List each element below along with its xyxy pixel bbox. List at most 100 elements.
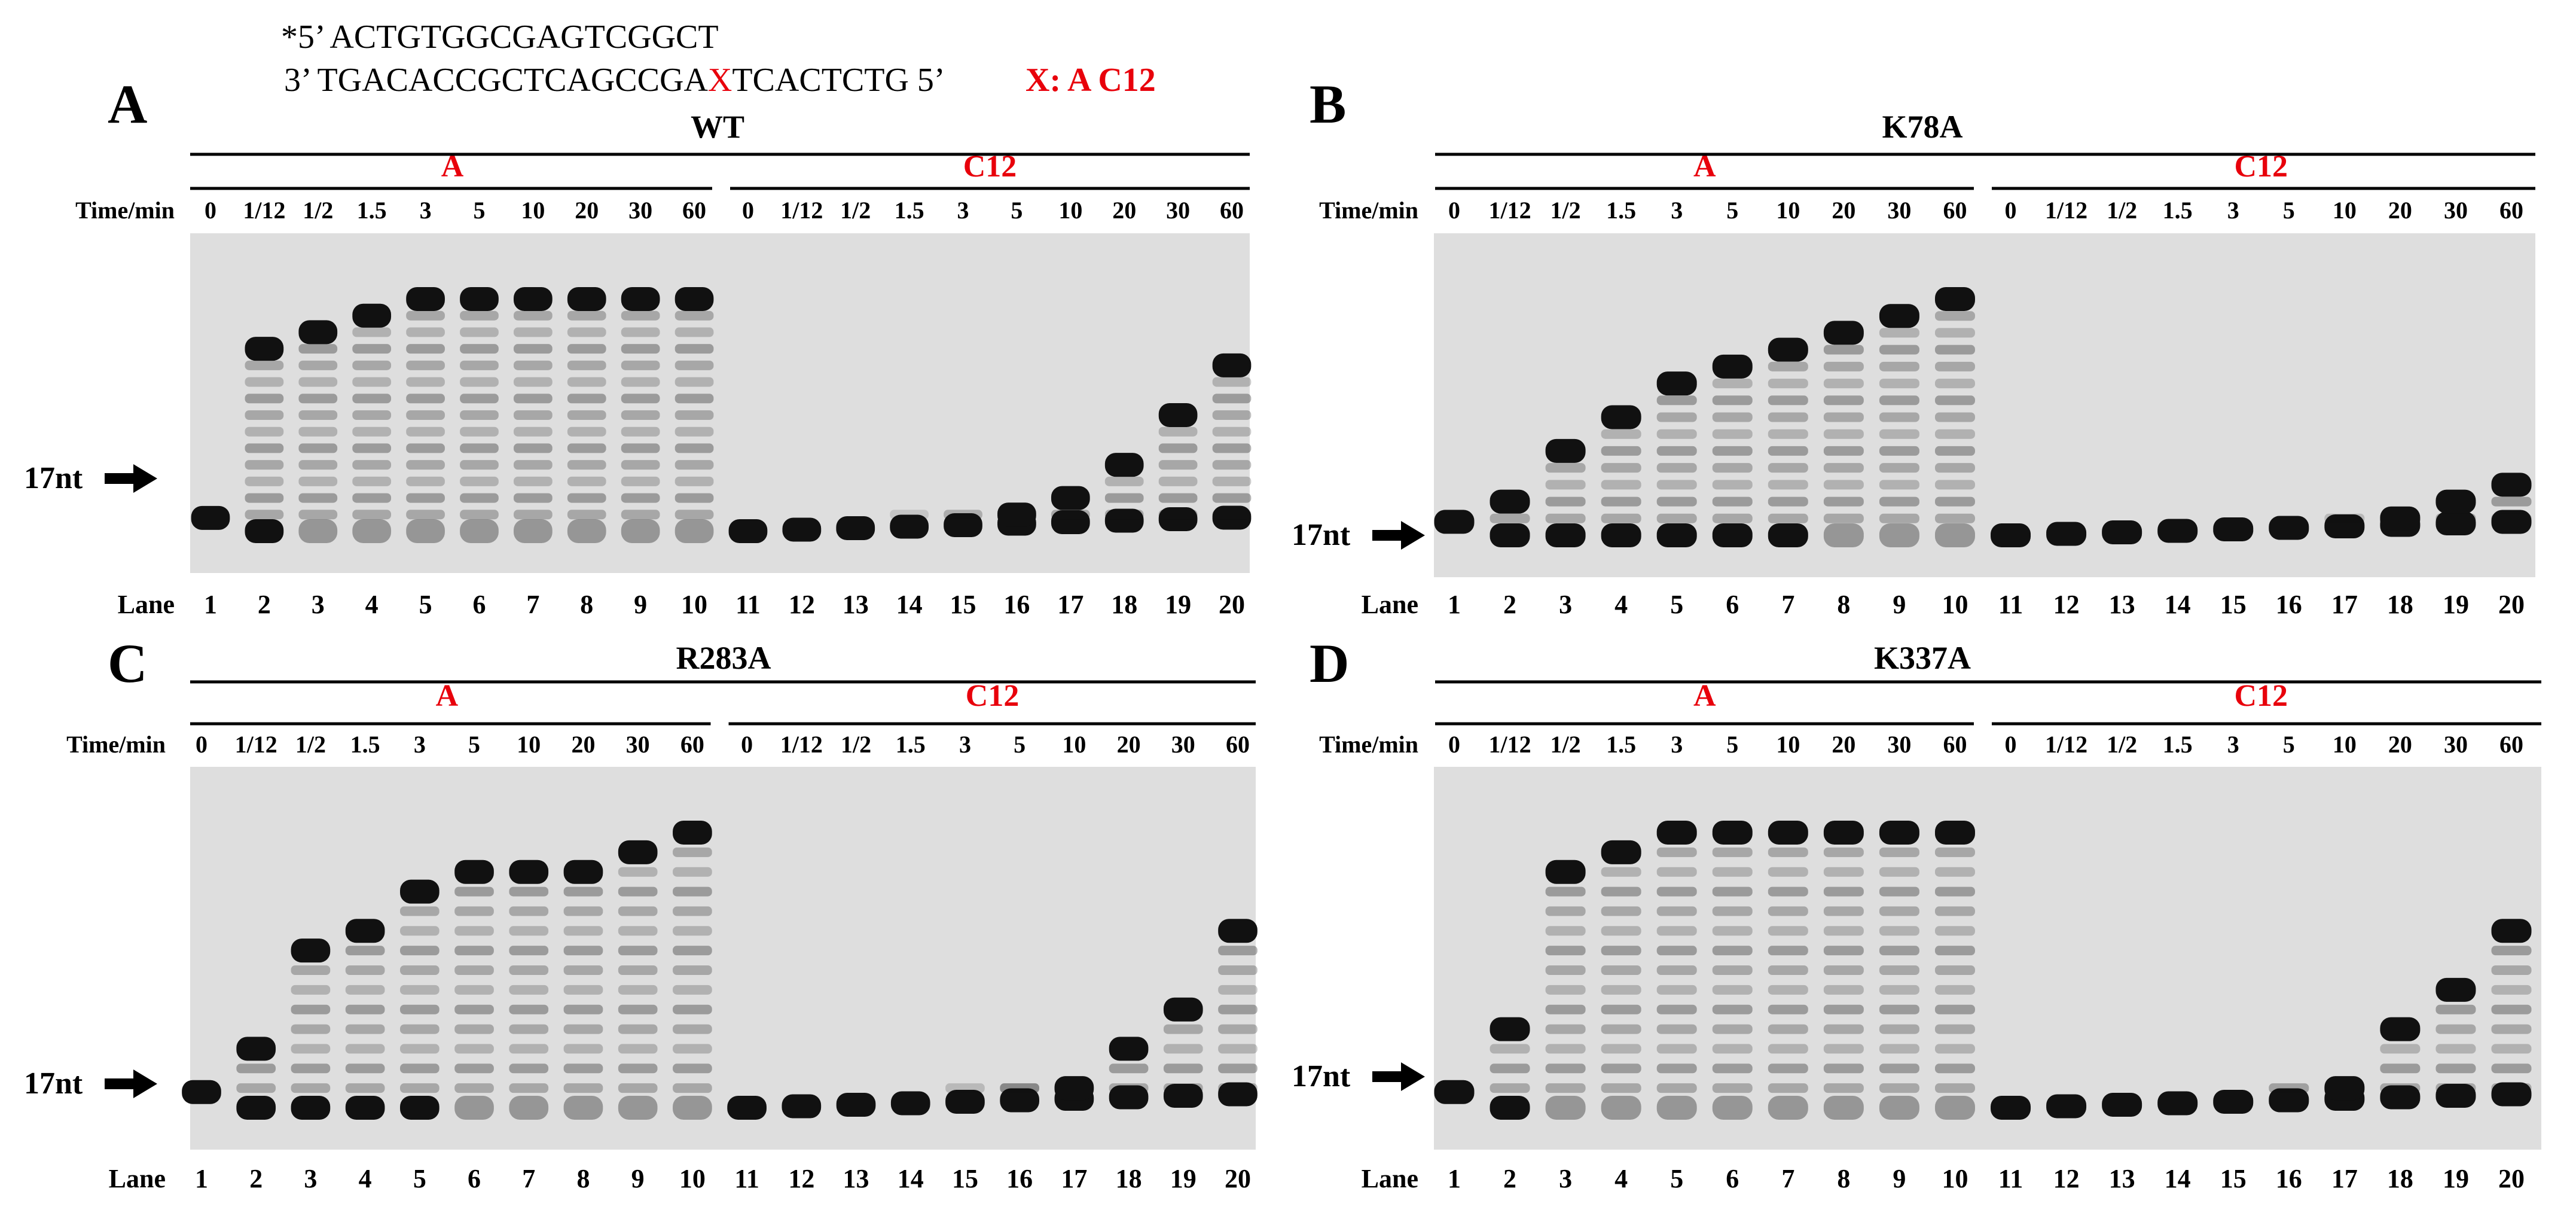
lane-number: 3 — [312, 590, 325, 619]
gel-band — [1656, 886, 1697, 897]
gel-band — [1545, 860, 1586, 884]
gel-band — [1823, 946, 1864, 956]
gel-band — [2435, 489, 2476, 514]
gel-band — [673, 946, 712, 956]
gel-band — [1109, 1085, 1149, 1110]
gel-band — [621, 493, 660, 503]
gel-band — [345, 985, 385, 995]
gel-band — [1545, 480, 1586, 490]
gel-band — [345, 1083, 385, 1093]
gel-band — [563, 985, 603, 995]
lane-number: 2 — [249, 1164, 263, 1193]
gel-band — [567, 510, 606, 520]
gel-band — [1879, 946, 1919, 956]
time-point-label: 10 — [1062, 731, 1086, 758]
gel-band — [621, 476, 660, 486]
gel-band — [1768, 523, 1808, 547]
time-point-label: 30 — [1887, 731, 1911, 758]
gel-band — [1712, 395, 1753, 406]
gel-band — [1934, 412, 1975, 422]
gel-band — [673, 985, 712, 995]
gel-band — [345, 919, 385, 943]
panel-title: R283A — [676, 640, 771, 676]
gel-band — [1823, 1083, 1864, 1093]
gel-band — [406, 493, 445, 503]
gel-band — [460, 410, 499, 420]
gel-band — [563, 1064, 603, 1074]
lane-number: 19 — [1170, 1164, 1197, 1193]
gel-band — [1879, 985, 1919, 995]
gel-band — [2491, 1064, 2532, 1074]
gel-band — [406, 327, 445, 337]
time-point-label: 5 — [1726, 197, 1738, 224]
gel-band — [460, 344, 499, 354]
gel-band — [618, 886, 658, 897]
gel-band — [400, 965, 439, 975]
gel-band — [1712, 429, 1753, 439]
gel-band — [674, 360, 714, 370]
lane-number: 4 — [359, 1164, 372, 1193]
gel-band — [1823, 321, 1864, 345]
gel-band — [2491, 1082, 2532, 1107]
gel-band — [191, 505, 230, 530]
gel-band — [1712, 1096, 1753, 1120]
time-point-label: 30 — [1887, 197, 1911, 224]
lane-number: 20 — [1219, 590, 1245, 619]
gel-band — [1934, 395, 1975, 406]
gel-band — [1601, 1064, 1641, 1074]
gel-band — [618, 985, 658, 995]
gel-band — [728, 519, 768, 543]
time-point-label: 3 — [414, 731, 426, 758]
lane-number: 1 — [204, 590, 217, 619]
gel-band — [352, 493, 392, 503]
gel-band — [460, 327, 499, 337]
gel-band — [618, 1024, 658, 1034]
gel-band — [245, 476, 284, 486]
gel-band — [1712, 946, 1753, 956]
gel-band — [245, 519, 284, 543]
gel-band — [1212, 443, 1252, 453]
gel-band — [674, 493, 714, 503]
marker-arrow-icon — [105, 1069, 157, 1098]
gel-band — [567, 426, 606, 437]
marker-label: 17nt — [1292, 518, 1351, 552]
gel-band — [727, 1096, 767, 1120]
gel-band — [1601, 886, 1641, 897]
gel-band — [1656, 965, 1697, 975]
gel-band — [454, 1024, 494, 1034]
gel-band — [352, 443, 392, 453]
gel-band — [673, 965, 712, 975]
gel-band — [618, 1004, 658, 1014]
gel-band — [1879, 926, 1919, 936]
gel-band — [1879, 965, 1919, 975]
gel-band — [406, 426, 445, 437]
gel-band — [1823, 886, 1864, 897]
gel-band — [1823, 906, 1864, 916]
lane-number: 16 — [1006, 1164, 1033, 1193]
time-point-label: 1.5 — [1606, 197, 1636, 224]
gel-band — [618, 906, 658, 916]
lane-number: 11 — [735, 590, 761, 619]
time-point-label: 1/12 — [1488, 731, 1531, 758]
gel-band — [1158, 443, 1198, 453]
gel-band — [567, 344, 606, 354]
gel-band — [618, 965, 658, 975]
gel-band — [1712, 1044, 1753, 1054]
gel-band — [236, 1096, 276, 1120]
gel-band — [1879, 446, 1919, 456]
gel-band — [1768, 429, 1808, 439]
gel-band — [509, 886, 549, 897]
gel-band — [890, 1091, 930, 1116]
gel-band — [1656, 523, 1697, 547]
gel-band — [460, 510, 499, 520]
gel-band — [298, 510, 338, 520]
gel-band — [1823, 523, 1864, 547]
gel-band — [1879, 463, 1919, 473]
time-point-label: 30 — [1166, 197, 1190, 224]
gel-band — [1991, 1096, 2031, 1120]
gel-band — [2491, 510, 2532, 534]
gel-band — [621, 310, 660, 321]
gel-band — [406, 476, 445, 486]
time-point-label: 3 — [1671, 731, 1683, 758]
lane-number: 7 — [522, 1164, 535, 1193]
